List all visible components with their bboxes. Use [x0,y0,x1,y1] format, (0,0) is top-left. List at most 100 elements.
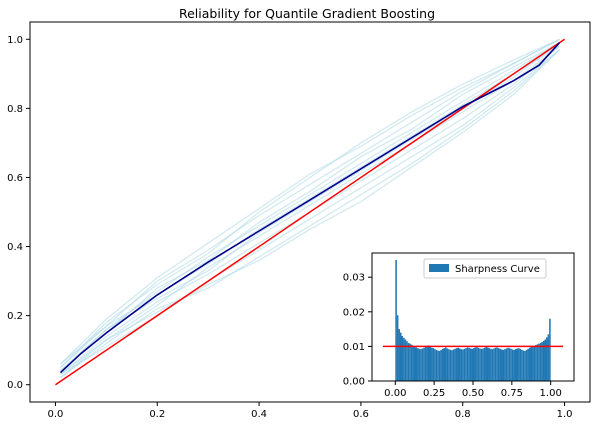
sharpness-bar [459,348,461,381]
sharpness-bar [457,347,460,381]
sharpness-bar [403,337,405,381]
inset-y-tick-label: 0.02 [343,307,365,318]
sharpness-bar [479,348,481,381]
sharpness-bar [521,349,523,381]
inset-x-tick-label: 0.75 [501,388,523,399]
sharpness-bar [406,341,408,381]
y-tick-label: 1.0 [7,35,23,46]
sharpness-bar [434,349,436,381]
sharpness-bar [432,348,435,381]
sharpness-bar [395,259,397,381]
x-tick-label: 0.0 [48,409,64,420]
sharpness-bar [398,329,400,381]
sharpness-bar [507,347,509,381]
sharpness-bar [429,346,432,381]
sharpness-bar [528,347,531,381]
inset-x-tick-label: 0.00 [384,388,406,399]
sharpness-bar [417,348,419,381]
sharpness-bar [510,348,512,381]
inset-y-axis: 0.00 0.01 0.02 0.03 [343,273,372,388]
sharpness-bar [519,348,522,381]
inset-y-tick-label: 0.01 [343,342,365,353]
sharpness-bar [399,332,402,381]
sharpness-bar [415,347,418,381]
y-tick-label: 0.0 [7,380,23,391]
sharpness-bar [426,346,428,381]
sharpness-bar [474,347,477,381]
sharpness-bar [500,349,503,381]
sharpness-bar [440,349,442,381]
sharpness-bar [490,348,492,381]
main-lines [55,38,565,386]
sharpness-bar [524,350,526,381]
sharpness-bar [449,349,452,381]
legend-box [423,258,547,279]
bootstrap-curve-6 [60,42,560,372]
bootstrap-curve-0 [60,42,560,372]
sharpness-bar [466,347,469,381]
sharpness-bar [547,334,550,381]
sharpness-bar [454,348,456,381]
sharpness-bar [477,347,480,381]
sharpness-bar [455,348,458,381]
sharpness-bar [486,347,489,381]
sharpness-bar [421,348,424,381]
sharpness-bar [499,348,501,381]
sharpness-bar [532,346,534,381]
mean-reliability-line [59,42,561,374]
sharpness-bar [530,347,533,381]
sharpness-bar [497,348,500,381]
sharpness-bar [491,349,494,381]
inset-y-tick-label: 0.03 [343,273,365,284]
main-x-axis: 0.0 0.2 0.4 0.6 0.8 1.0 [48,402,573,420]
main-axes-frame [29,21,591,403]
sharpness-bar [460,349,463,381]
x-tick-label: 0.2 [149,409,165,420]
sharpness-bar [476,347,478,381]
ideal-diagonal-line [55,38,565,386]
bootstrap-curve-1 [60,45,560,379]
sharpness-bar [463,348,466,381]
sharpness-bar [418,348,421,381]
inset-x-tick-label: 1.00 [540,388,562,399]
sharpness-bar [511,349,514,381]
sharpness-bars [395,259,551,381]
sharpness-bar [424,347,427,381]
sharpness-bar [441,348,444,381]
sharpness-bar [446,348,449,381]
sharpness-bar [538,343,540,381]
sharpness-bar [518,348,520,381]
inset-x-axis: 0.00 0.25 0.50 0.75 1.00 [384,381,562,399]
inset-x-tick-label: 0.50 [462,388,484,399]
sharpness-bar [469,348,472,381]
main-y-axis: 0.0 0.2 0.4 0.6 0.8 1.0 [7,35,30,391]
sharpness-bar [483,347,486,381]
sharpness-bar [541,341,543,381]
sharpness-bar [471,348,473,381]
sharpness-bar [493,348,495,381]
sharpness-bar [536,344,539,381]
sharpness-bar [485,347,487,381]
sharpness-bar [488,348,491,381]
sharpness-bar [525,349,528,381]
sharpness-bar [539,342,542,381]
sharpness-bar [496,347,498,381]
sharpness-bar [465,348,467,381]
sharpness-bar [427,345,430,381]
bootstrap-curve-8 [60,45,560,368]
bootstrap-curve-11 [60,38,560,365]
bootstrap-curve-10 [60,49,560,375]
sharpness-bar [438,350,441,381]
sharpness-bar [522,350,525,381]
sharpness-bar [431,347,433,381]
sharpness-bar [473,348,475,381]
sharpness-bar [514,349,517,381]
sharpness-bar [533,345,536,381]
bootstrap-curve-7 [60,49,560,379]
sharpness-bar [508,348,511,381]
sharpness-legend: Sharpness Curve [423,258,547,279]
inset-y-tick-label: 0.00 [343,377,365,388]
y-tick-label: 0.2 [7,311,23,322]
sharpness-bar [437,350,439,381]
x-tick-label: 1.0 [557,409,573,420]
